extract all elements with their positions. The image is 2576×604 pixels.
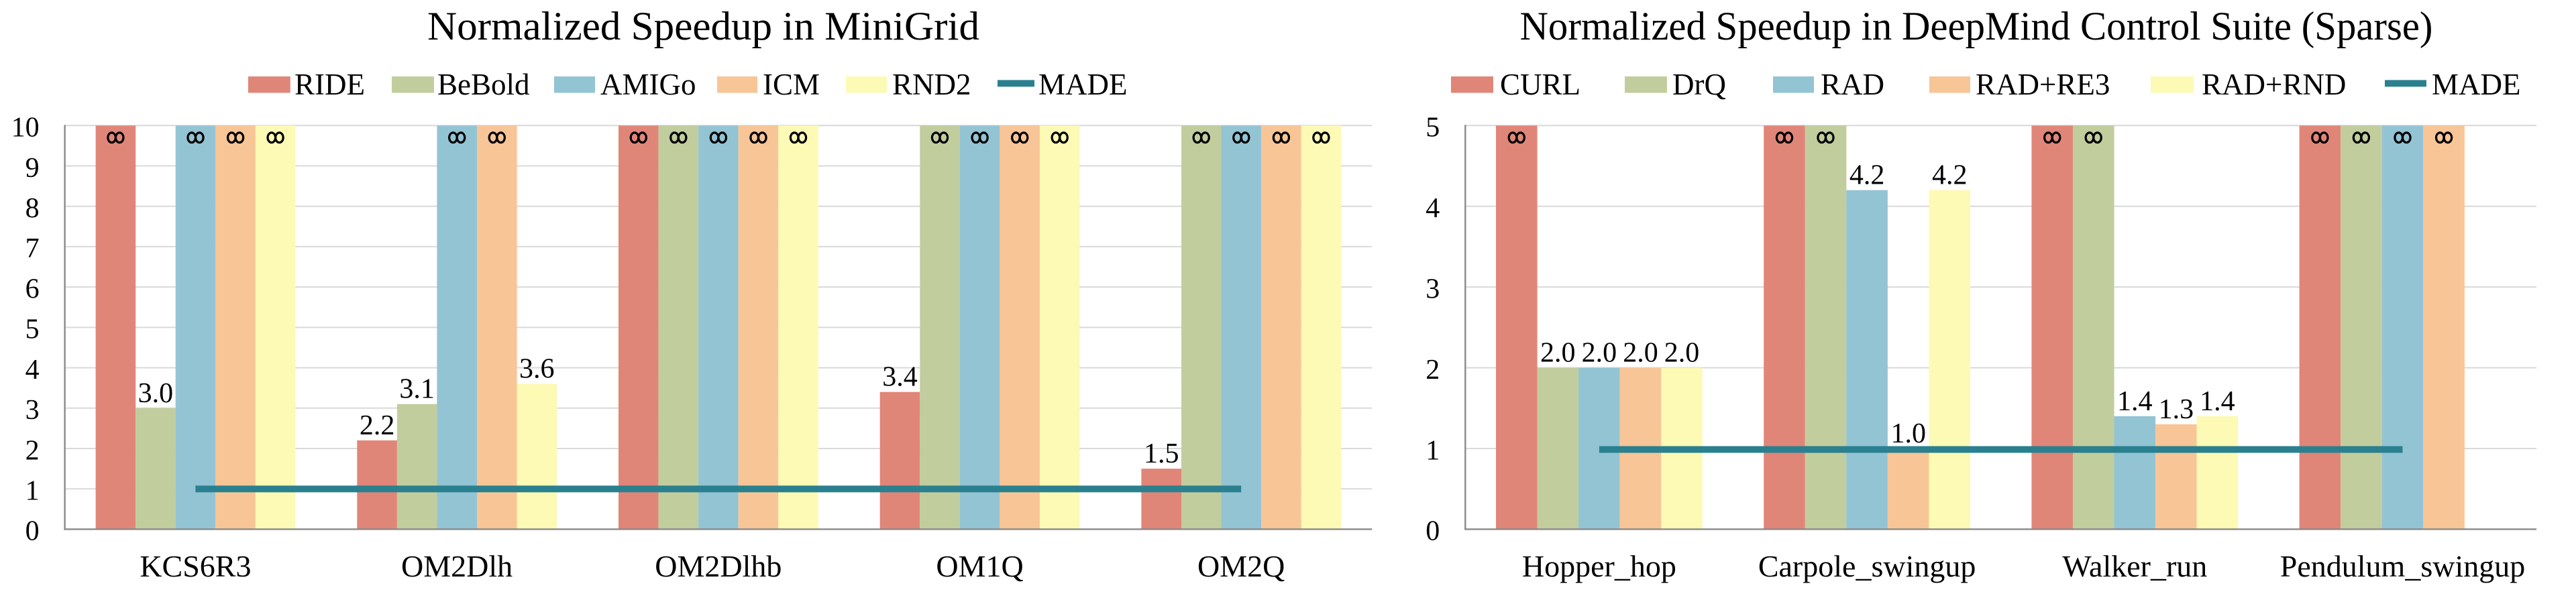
svg-text:MADE: MADE — [1038, 68, 1128, 101]
svg-text:3.4: 3.4 — [882, 362, 918, 393]
svg-text:RIDE: RIDE — [294, 68, 365, 101]
svg-text:Pendulum_swingup: Pendulum_swingup — [2280, 549, 2525, 583]
svg-text:ICM: ICM — [763, 68, 820, 101]
svg-text:KCS6R3: KCS6R3 — [140, 549, 251, 583]
svg-text:OM2Dlh: OM2Dlh — [401, 549, 513, 583]
svg-text:RND2: RND2 — [892, 68, 971, 101]
svg-text:OM1Q: OM1Q — [936, 549, 1023, 583]
svg-text:Normalized Speedup in MiniGrid: Normalized Speedup in MiniGrid — [427, 4, 979, 48]
svg-text:1.5: 1.5 — [1144, 438, 1179, 469]
svg-text:Hopper_hop: Hopper_hop — [1522, 549, 1676, 583]
svg-text:BeBold: BeBold — [437, 68, 530, 101]
svg-text:OM2Dlhb: OM2Dlhb — [655, 549, 782, 583]
svg-text:1.3: 1.3 — [2159, 394, 2194, 425]
svg-text:Walker_run: Walker_run — [2062, 549, 2207, 583]
svg-text:RAD: RAD — [1821, 68, 1884, 101]
svg-text:4: 4 — [1426, 193, 1440, 224]
svg-text:Carpole_swingup: Carpole_swingup — [1758, 549, 1976, 583]
svg-text:0: 0 — [25, 516, 40, 547]
svg-text:1.4: 1.4 — [2200, 386, 2235, 417]
svg-text:2: 2 — [25, 435, 40, 466]
svg-text:1.0: 1.0 — [1890, 418, 1926, 449]
svg-text:3: 3 — [25, 395, 40, 426]
svg-text:RAD+RE3: RAD+RE3 — [1976, 68, 2110, 101]
svg-text:2: 2 — [1426, 355, 1440, 385]
svg-text:4: 4 — [25, 355, 40, 385]
svg-text:CURL: CURL — [1500, 68, 1580, 101]
svg-text:5: 5 — [1426, 113, 1440, 143]
svg-text:10: 10 — [11, 113, 40, 143]
svg-text:2.0: 2.0 — [1664, 338, 1700, 369]
svg-text:4.2: 4.2 — [1932, 160, 1968, 191]
svg-text:2.0: 2.0 — [1540, 338, 1576, 369]
svg-text:3.6: 3.6 — [519, 354, 555, 385]
svg-text:2.0: 2.0 — [1582, 338, 1617, 369]
svg-text:4.2: 4.2 — [1849, 160, 1885, 191]
svg-text:DrQ: DrQ — [1672, 68, 1726, 101]
svg-text:1: 1 — [25, 476, 40, 507]
svg-text:2.2: 2.2 — [360, 410, 395, 441]
svg-text:Normalized Speedup in DeepMind: Normalized Speedup in DeepMind Control S… — [1520, 4, 2433, 48]
svg-text:7: 7 — [25, 233, 40, 264]
svg-text:6: 6 — [25, 274, 40, 304]
svg-text:3.1: 3.1 — [399, 374, 435, 405]
svg-text:3.0: 3.0 — [138, 378, 174, 409]
svg-text:5: 5 — [25, 314, 40, 345]
svg-text:RAD+RND: RAD+RND — [2202, 68, 2346, 101]
svg-text:8: 8 — [25, 193, 40, 224]
svg-text:AMIGo: AMIGo — [600, 68, 696, 101]
svg-text:9: 9 — [25, 153, 40, 184]
svg-text:1.4: 1.4 — [2117, 386, 2153, 417]
svg-text:OM2Q: OM2Q — [1197, 549, 1285, 583]
svg-text:2.0: 2.0 — [1623, 338, 1658, 369]
svg-text:0: 0 — [1426, 516, 1440, 547]
svg-text:MADE: MADE — [2432, 68, 2521, 101]
svg-text:3: 3 — [1426, 274, 1440, 304]
svg-text:1: 1 — [1426, 435, 1440, 466]
